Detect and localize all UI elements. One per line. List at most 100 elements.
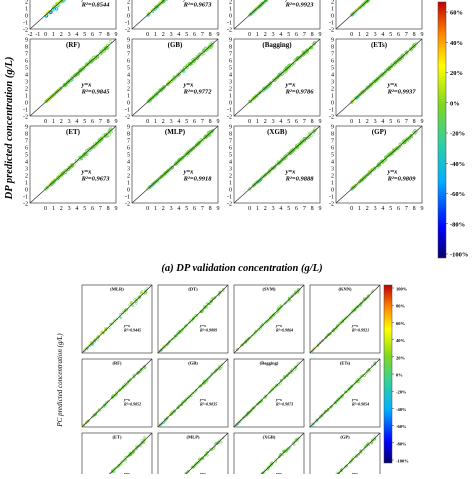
x-tick-label: 0 bbox=[248, 119, 251, 125]
panel-title: (ET) bbox=[66, 128, 81, 136]
x-tick-label: 7 bbox=[405, 119, 408, 125]
r-squared-label: R²=0.9873 bbox=[276, 402, 293, 407]
y-tick-label: 2 bbox=[127, 87, 130, 93]
figure-a-colorbar bbox=[438, 2, 446, 258]
y-tick-label: 3 bbox=[331, 80, 334, 86]
x-tick-label: 2 bbox=[264, 119, 267, 125]
x-tick-label: 3 bbox=[170, 32, 173, 38]
x-tick-label: 5 bbox=[389, 32, 392, 38]
fit-equation: y=x bbox=[183, 82, 195, 89]
fit-equation: y=x bbox=[387, 169, 399, 176]
x-tick-label: 7 bbox=[405, 206, 408, 212]
colorbar-tick-label: -80% bbox=[396, 441, 407, 446]
figure-a-colorbar-ticks: 60%40%20%0%-20%-40%-60%-80%-100% bbox=[446, 10, 468, 259]
x-tick-label: 0 bbox=[44, 119, 47, 125]
y-tick-label: 5 bbox=[229, 66, 232, 72]
panel-title: (GB) bbox=[188, 361, 198, 366]
x-tick-label: 9 bbox=[115, 119, 118, 125]
colorbar-tick-label: 0% bbox=[396, 373, 403, 378]
fit-equation: y=x bbox=[387, 82, 399, 89]
y-tick-label: -1 bbox=[329, 195, 334, 201]
r-squared-label: R²=0.9918 bbox=[183, 176, 213, 183]
colorbar-tick-label: 0% bbox=[450, 100, 460, 107]
x-tick-label: 9 bbox=[115, 206, 118, 212]
x-tick-label: 6 bbox=[91, 206, 94, 212]
x-tick-label: 5 bbox=[389, 119, 392, 125]
y-tick-label: -2 bbox=[329, 202, 334, 208]
y-tick-label: -1 bbox=[329, 21, 334, 27]
x-tick-label: 4 bbox=[381, 119, 384, 125]
y-tick-label: 4 bbox=[229, 160, 232, 166]
figure-b-colorbar bbox=[384, 285, 392, 463]
y-tick-label: -1 bbox=[125, 21, 130, 27]
x-tick-label: 4 bbox=[177, 32, 180, 38]
x-tick-label: 3 bbox=[374, 206, 377, 212]
x-tick-label: 0 bbox=[44, 32, 47, 38]
y-tick-label: 7 bbox=[127, 52, 130, 58]
r-squared-label: R²=0.9864 bbox=[276, 328, 293, 333]
x-tick-label: 1 bbox=[358, 119, 361, 125]
figure-a-x-axis-label: (a) DP validation concentration (g/L) bbox=[161, 263, 322, 274]
x-tick-label: 2 bbox=[366, 206, 369, 212]
colorbar-tick-label: 60% bbox=[450, 10, 463, 17]
x-tick-label: 5 bbox=[287, 206, 290, 212]
x-tick-label: 6 bbox=[397, 119, 400, 125]
y-tick-label: 1 bbox=[229, 181, 232, 187]
y-tick-label: 1 bbox=[127, 94, 130, 100]
x-tick-label: 3 bbox=[68, 206, 71, 212]
x-tick-label: 8 bbox=[209, 32, 212, 38]
x-tick-label: 3 bbox=[170, 119, 173, 125]
y-tick-label: 3 bbox=[25, 80, 28, 86]
y-tick-label: 1 bbox=[25, 7, 28, 13]
y-tick-label: 0 bbox=[229, 14, 232, 20]
x-tick-label: 4 bbox=[177, 206, 180, 212]
x-tick-label: 8 bbox=[311, 32, 314, 38]
y-tick-label: -1 bbox=[125, 108, 130, 114]
r-squared-label: R²=0.9772 bbox=[183, 89, 213, 96]
y-tick-label: 2 bbox=[25, 0, 28, 6]
x-tick-label: 3 bbox=[170, 206, 173, 212]
y-tick-label: 1 bbox=[127, 7, 130, 13]
scatter-panel: (GB)y=xR²=0.9835 bbox=[157, 359, 228, 427]
x-tick-label: 6 bbox=[91, 119, 94, 125]
x-tick-label: 6 bbox=[397, 32, 400, 38]
x-tick-label: 9 bbox=[421, 32, 424, 38]
y-tick-label: 0 bbox=[25, 101, 28, 107]
r-squared-label: R²=0.9937 bbox=[387, 89, 417, 96]
x-tick-label: 8 bbox=[413, 119, 416, 125]
panel-title: (XGB) bbox=[267, 128, 288, 136]
x-tick-label: 9 bbox=[115, 32, 118, 38]
x-tick-label: 9 bbox=[319, 206, 322, 212]
x-tick-label: 8 bbox=[209, 206, 212, 212]
y-tick-label: 6 bbox=[127, 59, 130, 65]
y-tick-label: -2 bbox=[23, 202, 28, 208]
y-tick-label: -2 bbox=[125, 202, 130, 208]
fit-equation: y=x bbox=[81, 169, 93, 176]
y-tick-label: 6 bbox=[331, 59, 334, 65]
y-tick-label: -2 bbox=[329, 28, 334, 34]
x-tick-label: 0 bbox=[146, 206, 149, 212]
x-tick-label: 3 bbox=[374, 32, 377, 38]
panel-title: (GP) bbox=[340, 435, 350, 440]
colorbar-tick-label: -20% bbox=[450, 131, 465, 138]
r-squared-label: R²=0.9673 bbox=[183, 2, 213, 9]
y-tick-label: 5 bbox=[25, 153, 28, 159]
x-tick-label: 9 bbox=[217, 206, 220, 212]
r-squared-label: R²=0.8544 bbox=[81, 2, 111, 9]
y-tick-label: 6 bbox=[25, 146, 28, 152]
x-tick-label: 7 bbox=[201, 119, 204, 125]
r-squared-label: R²=0.9673 bbox=[81, 176, 111, 183]
y-tick-label: 9 bbox=[127, 38, 130, 44]
colorbar-tick-label: -100% bbox=[396, 459, 409, 464]
panel-title: (Bagging) bbox=[260, 361, 279, 366]
x-tick-label: 2 bbox=[162, 32, 165, 38]
x-tick-label: 6 bbox=[193, 119, 196, 125]
